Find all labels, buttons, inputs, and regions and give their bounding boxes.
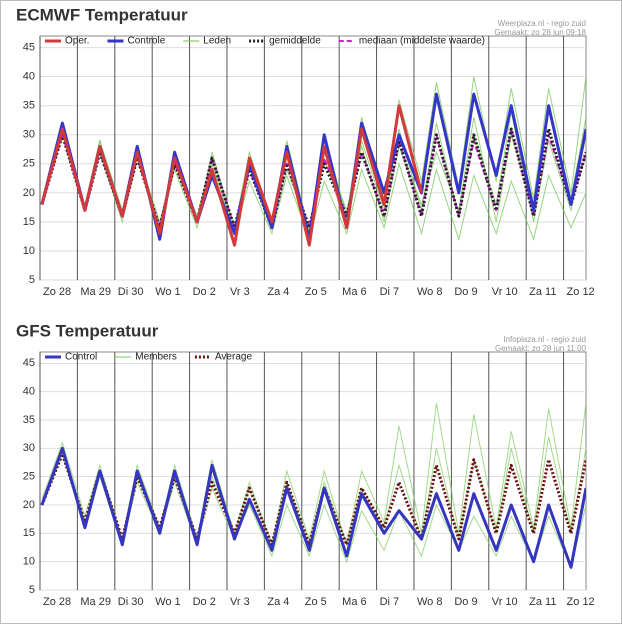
x-tick-label: Wo 8 (417, 286, 442, 298)
x-tick-label: Vr 10 (492, 596, 518, 608)
x-tick-label: Do 9 (454, 286, 477, 298)
x-tick-label: Za 11 (529, 286, 556, 298)
plot-area (39, 351, 587, 591)
y-tick-label: 25 (23, 471, 35, 483)
x-tick-label: Vr 3 (230, 596, 250, 608)
y-tick-label: 5 (29, 274, 35, 286)
x-tick-label: Do 9 (454, 596, 477, 608)
x-tick-label: Ma 29 (80, 286, 111, 298)
y-tick-label: 45 (23, 42, 35, 54)
x-tick-label: Wo 8 (417, 596, 442, 608)
x-tick-label: Ma 6 (342, 286, 366, 298)
x-tick-label: Do 2 (193, 596, 216, 608)
legend-label: Controle (127, 36, 165, 47)
y-tick-label: 35 (23, 414, 35, 426)
source-note: Weerplaza.nl - regio zuid (498, 19, 586, 28)
y-tick-label: 40 (23, 386, 35, 398)
x-tick-label: Ma 6 (342, 596, 366, 608)
y-tick-label: 15 (23, 216, 35, 228)
legend-label: mediaan (middelste waarde) (359, 36, 485, 47)
x-tick-label: Zo 28 (43, 286, 71, 298)
x-tick-label: Di 7 (380, 286, 400, 298)
y-tick-label: 30 (23, 129, 35, 141)
y-tick-label: 5 (29, 584, 35, 596)
series-line (40, 446, 586, 569)
y-tick-label: 20 (23, 499, 35, 511)
y-tick-label: 40 (23, 71, 35, 83)
x-tick-label: Di 7 (380, 596, 400, 608)
y-tick-label: 20 (23, 187, 35, 199)
x-tick-label: Zo 28 (43, 596, 71, 608)
y-tick-label: 45 (23, 357, 35, 369)
x-tick-label: Di 30 (118, 286, 144, 298)
x-tick-label: Vr 3 (230, 286, 250, 298)
x-tick-label: Za 4 (267, 596, 289, 608)
y-tick-label: 25 (23, 158, 35, 170)
x-tick-label: Ma 29 (80, 596, 111, 608)
legend-label: Members (135, 352, 177, 363)
created-note: Gemaakt: zo 28 jun 11:00 (495, 344, 587, 353)
x-tick-label: Za 11 (529, 596, 556, 608)
source-note: Infoplaza.nl - regio zuid (503, 335, 586, 344)
y-tick-label: 30 (23, 442, 35, 454)
created-note: Gemaakt: zo 28 jun 09:18 (494, 28, 586, 37)
x-tick-label: Di 30 (118, 596, 144, 608)
x-tick-label: Zo 5 (305, 286, 327, 298)
x-tick-label: Zo 12 (567, 286, 595, 298)
x-tick-label: Zo 5 (305, 596, 327, 608)
y-tick-label: 10 (23, 556, 35, 568)
legend-label: Control (65, 352, 97, 363)
chart-title: ECMWF Temperatuur (16, 5, 188, 24)
x-tick-label: Wo 1 (155, 286, 180, 298)
legend-label: Average (215, 352, 253, 363)
x-tick-label: Do 2 (193, 286, 216, 298)
y-tick-label: 35 (23, 100, 35, 112)
x-tick-label: Vr 10 (492, 286, 518, 298)
chart-title: GFS Temperatuur (16, 321, 159, 340)
plot-lines (40, 402, 586, 569)
y-tick-label: 15 (23, 527, 35, 539)
x-tick-label: Za 4 (267, 286, 289, 298)
plot-lines (40, 76, 586, 247)
y-tick-label: 10 (23, 245, 35, 257)
legend-label: gemiddelde (269, 36, 321, 47)
legend-label: Oper. (65, 36, 89, 47)
legend-label: Leden (203, 36, 231, 47)
x-tick-label: Zo 12 (567, 596, 595, 608)
series-line (40, 104, 423, 247)
member-line (41, 452, 586, 569)
x-tick-label: Wo 1 (155, 596, 180, 608)
